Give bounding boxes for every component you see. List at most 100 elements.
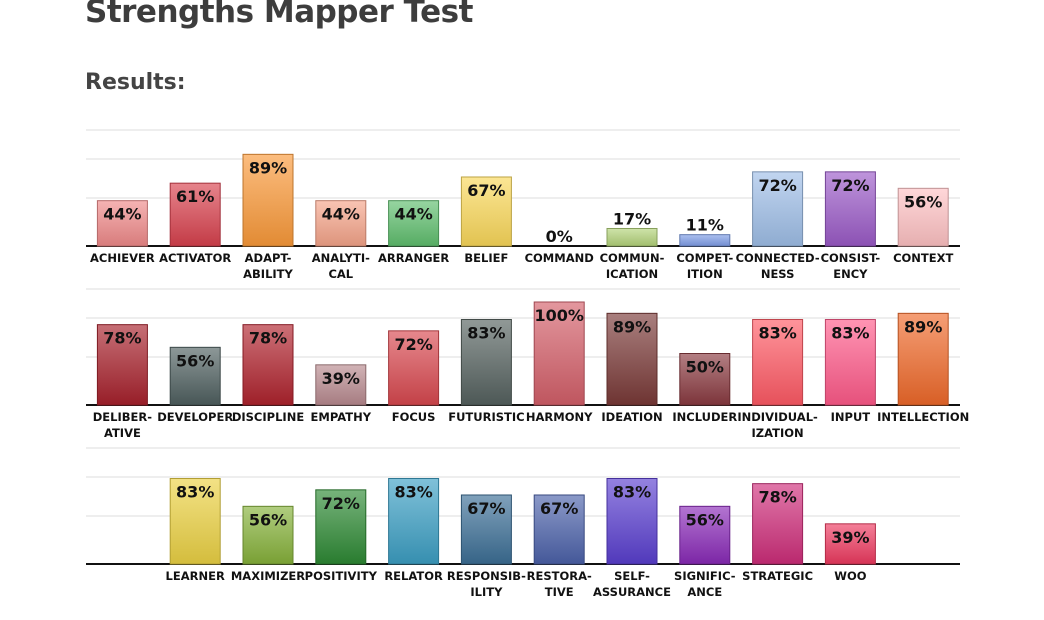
bar-group: 100% HARMONY [526,301,593,424]
results-heading: Results: [85,70,186,95]
bar [388,478,440,565]
bar-group: 72% CONSIST-ENCY [821,171,881,281]
value-label: 72% [394,335,432,354]
category-label: SELF-ASSURANCE [593,569,671,599]
bar [388,330,440,406]
bar-group: 17% COMMUN-ICATION [600,209,665,281]
category-label: FUTURISTIC [448,410,524,424]
bar [679,505,731,565]
bar-group: 72% POSITIVITY [305,489,378,583]
bar-group: 72% FOCUS [388,330,440,424]
category-label: COMMUN-ICATION [600,251,665,281]
bar [96,324,148,406]
category-label: COMMAND [525,251,594,265]
bar-group: 61% ACTIVATOR [159,182,231,265]
bar-group: 56% DEVELOPER [157,346,233,424]
category-label: ANALYTI-CAL [312,251,370,281]
category-label: CONNECTED-NESS [736,251,820,281]
value-label: 67% [467,499,505,518]
bar [96,200,148,247]
value-label: 83% [758,324,796,343]
category-label: RELATOR [384,569,443,583]
value-label: 83% [467,324,505,343]
value-label: 100% [534,306,583,325]
bar-group: 83% RELATOR [384,478,443,583]
value-label: 72% [758,176,796,195]
value-label: 11% [686,216,724,235]
bar [242,324,294,406]
bar-group: 89% INTELLECTION [877,312,969,424]
category-label: POSITIVITY [305,569,378,583]
value-label: 83% [831,324,869,343]
category-label: BELIEF [464,251,508,265]
bar [315,364,367,406]
bar [897,312,949,406]
bar [824,523,876,565]
bar-group: 67% RESPONSIB-ILITY [447,494,526,599]
category-label: DELIBER-ATIVE [93,410,152,440]
category-label: WOO [834,569,866,583]
bar [897,187,949,247]
bar [606,478,658,565]
bar-group: 83% INPUT [824,319,876,424]
category-label: CONTEXT [893,251,953,265]
value-label: 67% [540,499,578,518]
category-label: INCLUDER [672,410,737,424]
value-label: 56% [249,510,287,529]
page-title: Strengths Mapper Test [85,0,473,30]
bar-group: 89% IDEATION [601,312,663,424]
chart-row-2: 78% DELIBER-ATIVE 56% DEVELOPER 78% DISCIPLIN… [86,288,969,440]
bar [388,200,440,247]
bar [752,171,804,247]
category-label: INDIVIDUAL-IZATION [737,410,818,440]
bar [169,478,221,565]
bar-group: 72% CONNECTED-NESS [736,171,820,281]
chart-row-3: 83% LEARNER 56% MAXIMIZER 72% POSITIVITY 83% RE… [86,447,960,599]
bar-group: 67% RESTORA-TIVE [527,494,592,599]
value-label: 83% [176,483,214,502]
bar-group: 78% DISCIPLINE [232,324,304,424]
category-label: RESPONSIB-ILITY [447,569,526,599]
bar-group: 83% FUTURISTIC [448,319,525,424]
bar-group: 50% INCLUDER [672,353,737,424]
value-label: 44% [103,205,141,224]
bar-group: 83% INDIVIDUAL-IZATION [737,319,818,440]
category-label: MAXIMIZER [231,569,305,583]
bar [679,234,731,247]
value-label: 39% [322,369,360,388]
category-label: ACTIVATOR [159,251,231,265]
value-label: 44% [322,205,360,224]
bar [242,505,294,565]
value-label: 50% [686,358,724,377]
category-label: RESTORA-TIVE [527,569,592,599]
bar-group: 89% ADAPT-ABILITY [242,153,294,281]
category-label: DEVELOPER [157,410,233,424]
value-label: 89% [613,317,651,336]
value-label: 72% [322,494,360,513]
bar-group: 44% ANALYTI-CAL [312,200,370,281]
bar [824,319,876,406]
bar [533,301,585,406]
value-label: 83% [613,483,651,502]
bar [460,176,512,247]
bar-group: 44% ARRANGER [378,200,449,265]
bar [169,346,221,406]
category-label: HARMONY [526,410,593,424]
chart-row-1: 44% ACHIEVER 61% ACTIVATOR 89% ADAPT-ABILITY 4… [86,129,960,281]
value-label: 17% [613,209,651,228]
category-label: ARRANGER [378,251,449,265]
bar [460,319,512,406]
bar-group: 78% DELIBER-ATIVE [93,324,152,440]
category-label: ADAPT-ABILITY [243,251,293,281]
category-label: CONSIST-ENCY [821,251,881,281]
bar-group: 83% SELF-ASSURANCE [593,478,671,599]
bar [752,483,804,565]
bar-group: 83% LEARNER [166,478,225,583]
bar [533,494,585,565]
bar [242,153,294,247]
bar-group: 11% COMPET-ITION [676,216,733,281]
value-label: 0% [546,227,573,246]
bar [606,312,658,406]
bar [606,227,658,247]
